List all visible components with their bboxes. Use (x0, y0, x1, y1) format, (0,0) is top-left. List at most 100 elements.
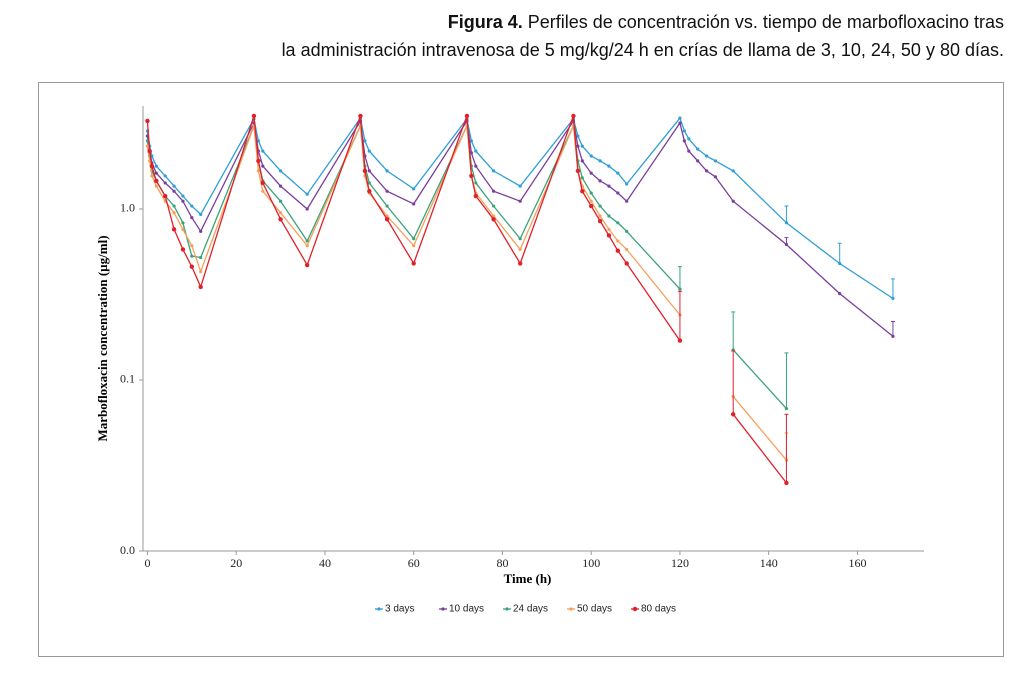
data-point (154, 178, 159, 184)
chart-frame (38, 82, 1004, 657)
data-point (367, 189, 372, 194)
data-point (145, 118, 150, 124)
series (145, 119, 895, 338)
data-point (607, 227, 611, 231)
data-point (190, 216, 194, 220)
data-point (256, 158, 261, 164)
data-point (145, 144, 150, 148)
data-point (518, 247, 522, 252)
data-point (260, 180, 266, 186)
data-point (784, 407, 789, 411)
data-point (704, 169, 709, 173)
data-point (891, 334, 895, 338)
data-point (367, 149, 371, 153)
legend-label: 10 days (449, 604, 484, 615)
data-point (412, 237, 416, 241)
data-point (491, 169, 496, 173)
data-point (491, 189, 496, 193)
data-point (678, 121, 682, 125)
data-point (606, 233, 612, 238)
x-axis-label: Time (h) (504, 571, 552, 586)
data-point (358, 113, 363, 119)
data-point (469, 173, 474, 179)
data-point (784, 480, 789, 486)
data-point (474, 181, 478, 185)
data-point (518, 184, 522, 188)
data-point (687, 137, 691, 141)
series-line (146, 123, 787, 461)
data-point (598, 159, 602, 163)
data-point (588, 203, 594, 209)
data-point (412, 244, 416, 248)
caption: Figura 4. Perfiles de concentración vs. … (282, 8, 1004, 64)
legend-label: 3 days (385, 604, 414, 615)
series (145, 123, 789, 411)
series (145, 123, 789, 462)
data-point (517, 261, 523, 266)
data-point (172, 184, 176, 188)
data-point (199, 270, 203, 274)
caption-line: Figura 4. Perfiles de concentración vs. … (282, 8, 1004, 36)
x-tick-label: 140 (760, 556, 778, 570)
data-point (199, 255, 203, 260)
data-point (363, 139, 367, 143)
caption-text: Perfiles de concentración vs. tiempo de … (527, 12, 1004, 32)
data-point (597, 218, 603, 224)
x-tick-label: 0 (144, 556, 150, 570)
data-point (589, 199, 593, 203)
data-point (616, 171, 620, 175)
data-point (730, 412, 736, 417)
data-point (575, 168, 581, 174)
data-point (598, 179, 602, 183)
data-point (838, 261, 842, 266)
legend-marker (569, 607, 573, 611)
x-tick-label: 120 (671, 556, 689, 570)
data-point (589, 191, 593, 195)
data-point (625, 182, 629, 186)
data-point (149, 163, 155, 169)
data-point (474, 164, 478, 168)
data-point (278, 199, 283, 203)
legend-label: 50 days (577, 604, 612, 615)
data-point (607, 164, 611, 168)
data-point (190, 204, 194, 208)
data-point (682, 139, 686, 143)
data-point (891, 296, 895, 300)
data-point (163, 181, 167, 185)
data-point (385, 189, 389, 193)
data-point (677, 338, 683, 343)
data-point (838, 291, 842, 296)
data-point (687, 149, 691, 153)
data-point (589, 171, 593, 175)
data-point (598, 204, 602, 208)
data-point (256, 169, 260, 173)
x-tick-label: 40 (319, 556, 331, 570)
data-point (367, 169, 371, 173)
data-point (181, 227, 185, 231)
y-tick-label: 0.1 (120, 372, 135, 386)
data-point (678, 287, 682, 291)
data-point (199, 229, 203, 233)
data-point (261, 189, 265, 193)
data-point (163, 174, 167, 178)
data-point (580, 189, 585, 194)
data-point (278, 169, 283, 173)
data-point (181, 194, 185, 198)
data-point (616, 221, 620, 225)
legend-marker (505, 607, 509, 611)
data-point (305, 239, 309, 243)
data-point (731, 199, 735, 203)
data-point (384, 217, 390, 222)
data-point (385, 169, 389, 173)
data-point (713, 159, 718, 163)
data-point (367, 181, 371, 185)
data-point (713, 175, 718, 179)
data-point (305, 244, 309, 248)
data-point (678, 116, 682, 120)
data-point (624, 261, 629, 266)
caption-label: Figura 4. (447, 12, 523, 32)
data-point (518, 237, 522, 241)
data-point (625, 247, 629, 252)
